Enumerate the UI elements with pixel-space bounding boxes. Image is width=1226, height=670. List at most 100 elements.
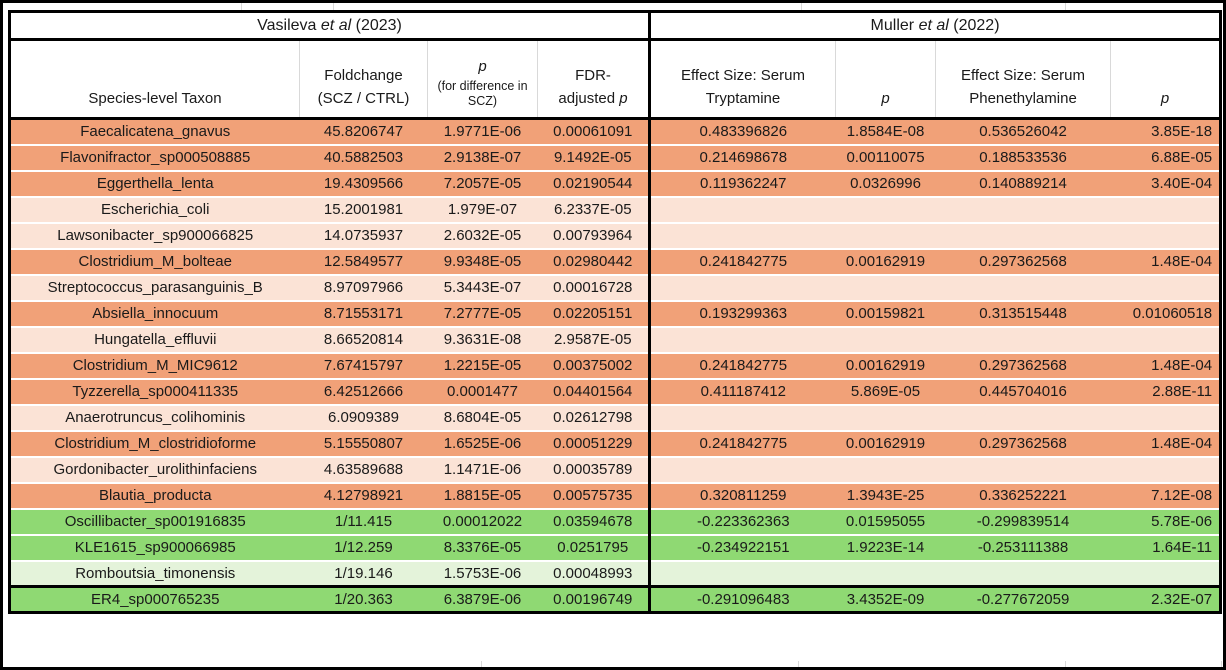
p-tryptamine-cell: 0.0326996 [835,170,936,198]
p-tryptamine-cell [835,196,936,224]
fdr-p-cell: 9.1492E-05 [537,144,652,172]
table-row: Romboutsia_timonensis 1/19.146 1.5753E-0… [9,560,1221,588]
p-phenethylamine-cell [1110,404,1221,432]
table-row: ER4_sp000765235 1/20.363 6.3879E-06 0.00… [9,585,1221,613]
es-tryptamine-cell: -0.234922151 [649,534,836,562]
p-phenethylamine-cell [1110,274,1221,302]
taxon-cell: Flavonifractor_sp000508885 [9,144,300,172]
p-phenethylamine-cell: 2.32E-07 [1110,585,1221,613]
es-tryptamine-cell: 0.119362247 [649,170,836,198]
p-tryptamine-cell: 0.00162919 [835,248,936,276]
table-row: Eggerthella_lenta 19.4309566 7.2057E-05 … [9,170,1221,198]
study-author: Vasileva [257,16,317,34]
es-phenethylamine-cell [935,560,1111,588]
p-scz-cell: 1.8815E-05 [427,482,538,510]
taxon-cell: Gordonibacter_urolithinfaciens [9,456,300,484]
p-tryptamine-cell [835,456,936,484]
es-phenethylamine-cell: -0.277672059 [935,585,1111,613]
es-tryptamine-cell [649,326,836,354]
es-phenethylamine-cell: 0.297362568 [935,248,1111,276]
fdr-p-cell: 0.00793964 [537,222,652,250]
p-phenethylamine-cell: 3.40E-04 [1110,170,1221,198]
p-tryptamine-cell [835,404,936,432]
taxa-comparison-table: Vasileva et al (2023) Muller et al (2022… [8,10,1223,614]
table-row: Clostridium_M_clostridioforme 5.15550807… [9,430,1221,458]
column-header-row: Species-level Taxon Foldchange (SCZ / CT… [9,39,1221,120]
es-phenethylamine-cell: -0.299839514 [935,508,1111,536]
study-title-vasileva: Vasileva et al (2023) [9,11,652,41]
taxon-cell: Clostridium_M_bolteae [9,248,300,276]
table-row: Flavonifractor_sp000508885 40.5882503 2.… [9,144,1221,172]
p-scz-cell: 7.2777E-05 [427,300,538,328]
p-tryptamine-cell: 0.00162919 [835,430,936,458]
es-tryptamine-cell: 0.241842775 [649,352,836,380]
foldchange-cell: 8.71553171 [299,300,428,328]
es-phenethylamine-cell: -0.253111388 [935,534,1111,562]
es-tryptamine-cell: -0.223362363 [649,508,836,536]
p-phenethylamine-cell: 2.88E-11 [1110,378,1221,406]
taxon-cell: Blautia_producta [9,482,300,510]
fdr-p-cell: 0.00051229 [537,430,652,458]
foldchange-cell: 1/11.415 [299,508,428,536]
p-tryptamine-cell: 5.869E-05 [835,378,936,406]
p-tryptamine-cell: 0.00110075 [835,144,936,172]
fdr-p-cell: 0.00061091 [537,118,652,146]
p-scz-cell: 7.2057E-05 [427,170,538,198]
taxon-cell: ER4_sp000765235 [9,585,300,613]
es-tryptamine-cell: 0.214698678 [649,144,836,172]
es-phenethylamine-cell: 0.188533536 [935,144,1111,172]
foldchange-cell: 40.5882503 [299,144,428,172]
es-phenethylamine-cell: 0.445704016 [935,378,1111,406]
es-tryptamine-cell: 0.193299363 [649,300,836,328]
foldchange-cell: 45.8206747 [299,118,428,146]
p-tryptamine-cell: 1.9223E-14 [835,534,936,562]
p-tryptamine-cell: 1.8584E-08 [835,118,936,146]
p-tryptamine-cell [835,274,936,302]
study-etal: et al [320,16,352,34]
es-tryptamine-cell [649,196,836,224]
es-tryptamine-cell: 0.483396826 [649,118,836,146]
foldchange-cell: 4.12798921 [299,482,428,510]
p-scz-cell: 1.2215E-05 [427,352,538,380]
gridline-stub [481,661,482,667]
p-phenethylamine-cell: 0.01060518 [1110,300,1221,328]
col-header-p-phenethylamine: p [1110,39,1221,120]
p-tryptamine-cell: 0.00159821 [835,300,936,328]
es-tryptamine-cell: 0.411187412 [649,378,836,406]
p-phenethylamine-cell [1110,326,1221,354]
es-phenethylamine-cell [935,404,1111,432]
es-phenethylamine-cell: 0.313515448 [935,300,1111,328]
p-scz-cell: 2.9138E-07 [427,144,538,172]
gridline-stub [1221,661,1222,667]
taxon-cell: Hungatella_effluvii [9,326,300,354]
taxon-cell: Streptococcus_parasanguinis_B [9,274,300,302]
taxon-cell: Romboutsia_timonensis [9,560,300,588]
table-row: Streptococcus_parasanguinis_B 8.97097966… [9,274,1221,302]
table-row: Anaerotruncus_colihominis 6.0909389 8.68… [9,404,1221,432]
es-tryptamine-cell: -0.291096483 [649,585,836,613]
es-tryptamine-cell: 0.320811259 [649,482,836,510]
foldchange-cell: 4.63589688 [299,456,428,484]
taxon-cell: Tyzzerella_sp000411335 [9,378,300,406]
gridline-stub [1065,661,1066,667]
es-tryptamine-cell: 0.241842775 [649,248,836,276]
es-phenethylamine-cell: 0.297362568 [935,430,1111,458]
table-row: Hungatella_effluvii 8.66520814 9.3631E-0… [9,326,1221,354]
p-phenethylamine-cell: 1.48E-04 [1110,248,1221,276]
taxon-cell: Eggerthella_lenta [9,170,300,198]
p-tryptamine-cell: 1.3943E-25 [835,482,936,510]
col-header-p-tryptamine: p [835,39,937,120]
fdr-p-cell: 0.02612798 [537,404,652,432]
p-tryptamine-cell [835,326,936,354]
p-phenethylamine-cell: 1.48E-04 [1110,430,1221,458]
fdr-p-cell: 0.00375002 [537,352,652,380]
es-phenethylamine-cell: 0.140889214 [935,170,1111,198]
p-scz-cell: 0.0001477 [427,378,538,406]
col-header-p-scz: p (for difference in SCZ) [427,39,538,120]
fdr-p-cell: 2.9587E-05 [537,326,652,354]
es-phenethylamine-cell [935,326,1111,354]
p-scz-cell: 9.3631E-08 [427,326,538,354]
p-phenethylamine-cell: 1.64E-11 [1110,534,1221,562]
p-scz-cell: 6.3879E-06 [427,585,538,613]
